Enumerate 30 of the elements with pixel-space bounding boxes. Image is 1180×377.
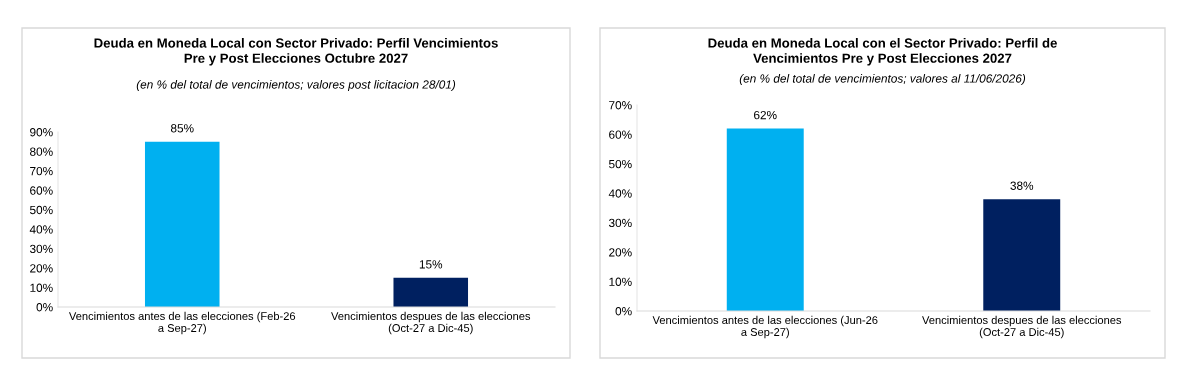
y-tick-label: 60% [30, 186, 53, 195]
y-tick-label: 10% [609, 277, 632, 286]
y-tick-label: 70% [609, 101, 632, 110]
y-tick-label: 30% [608, 218, 632, 228]
x-tick-label: Vencimientos antes de las elecciones (Feb-26 a Sep-27) [68, 311, 296, 335]
y-tick-label: 80% [30, 147, 53, 156]
y-tick-label: 70% [30, 166, 53, 176]
data-label: 85% [170, 124, 194, 133]
x-tick-label: Vencimientos despues de las elecciones (Oct-27 a Dic-45) [331, 311, 531, 335]
data-label: 38% [1010, 181, 1034, 190]
chart-title: Deuda en Moneda Local con el Sector Privado: Perfil de Vencimientos Pre y Post Elecciones 2027 [708, 38, 1057, 66]
x-tick-label: Vencimientos despues de las elecciones (Oct-27 a Dic-45) [922, 315, 1122, 339]
data-label: 15% [419, 260, 443, 269]
chart-subtitle: (en % del total de vencimientos; valores post licitacion 28/01) [136, 80, 456, 91]
data-label: 62% [754, 110, 777, 120]
y-tick-label: 10% [30, 283, 53, 292]
y-tick-label: 50% [608, 159, 632, 169]
y-tick-label: 20% [30, 264, 53, 273]
y-tick-label: 20% [609, 248, 632, 257]
y-tick-label: 50% [29, 205, 53, 215]
chart-title: Deuda en Moneda Local con Sector Privado: Perfil Vencimientos Pre y Post Elecciones Octubre 2027 [94, 38, 498, 66]
y-tick-label: 30% [29, 244, 53, 254]
chart-subtitle: (en % del total de vencimientos; valores al 11/06/2026) [739, 74, 1026, 85]
y-tick-label: 60% [609, 130, 632, 139]
x-tick-label: Vencimientos antes de las elecciones (Jun-26 a Sep-27) [652, 315, 878, 339]
y-tick-label: 40% [29, 225, 53, 234]
y-tick-label: 90% [30, 128, 53, 137]
y-tick-label: 0% [36, 303, 53, 312]
y-tick-label: 40% [608, 189, 632, 198]
y-tick-label: 0% [615, 307, 632, 316]
